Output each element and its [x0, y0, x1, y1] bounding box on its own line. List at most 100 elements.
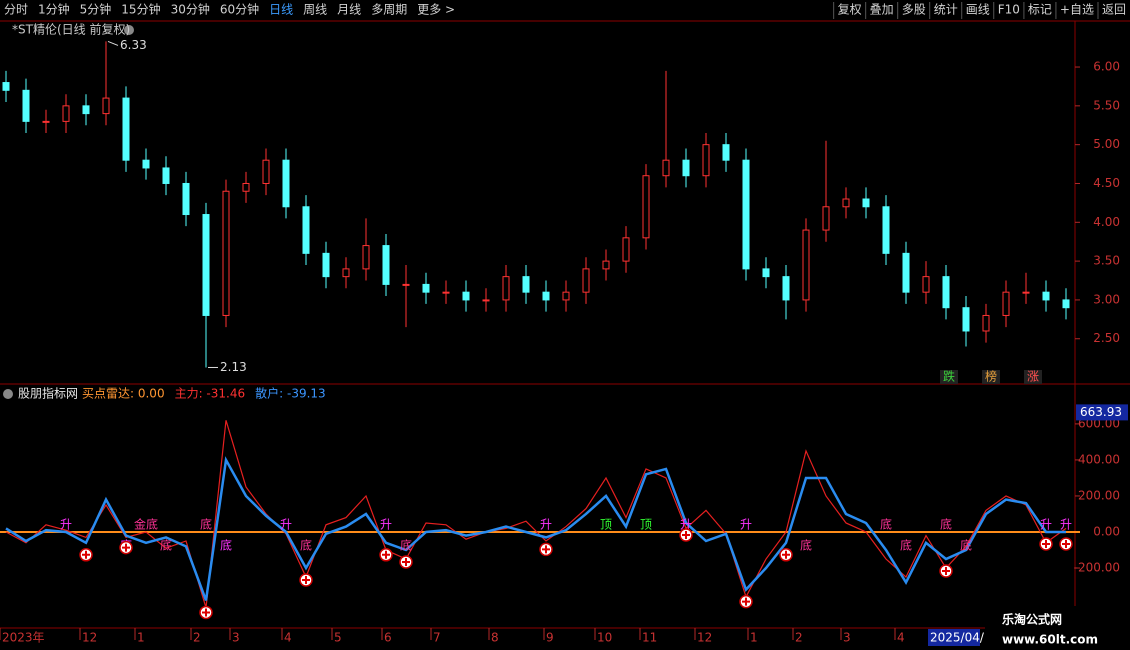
toolbar-button[interactable]: +自选	[1060, 3, 1094, 17]
candle-body	[642, 175, 650, 239]
candle-body	[482, 299, 490, 302]
y-tick-label: 0.00	[1093, 524, 1120, 538]
toolbar-tab[interactable]: 月线	[337, 3, 361, 17]
candle-body	[282, 159, 290, 208]
buy-point-cross	[942, 567, 950, 576]
y-tick-label: 2.50	[1093, 331, 1120, 345]
y-tick-label: 3.00	[1093, 292, 1120, 306]
y-tick-label: 4.50	[1093, 176, 1120, 190]
signal-label: 升	[680, 518, 692, 532]
signal-label: 底	[800, 538, 812, 553]
signal-label: 金底	[134, 517, 158, 532]
dropdown-icon[interactable]	[124, 25, 134, 35]
candle-body	[462, 291, 470, 301]
candle-body	[442, 291, 450, 294]
toolbar-button[interactable]: 多股	[902, 3, 926, 17]
toolbar-tab[interactable]: 15分钟	[121, 2, 160, 17]
readout: 主力: -31.46	[175, 387, 246, 401]
candle-body	[502, 276, 510, 301]
candle-body	[662, 159, 670, 177]
signal-label: 底	[300, 538, 312, 553]
y-tick-label: 400.00	[1078, 452, 1120, 466]
candle-body	[762, 268, 770, 278]
toolbar-button[interactable]: 复权	[838, 3, 862, 17]
badge[interactable]: 榜	[985, 369, 997, 384]
signal-label: 底	[940, 517, 952, 532]
x-tick-label: 5	[334, 631, 342, 645]
x-tick-label: 7	[433, 631, 441, 645]
x-tick-label: 6	[384, 631, 392, 645]
candle-body	[202, 214, 210, 316]
candle-body	[102, 97, 110, 115]
candle-body	[1042, 291, 1050, 301]
toolbar-button[interactable]: F10	[998, 3, 1020, 17]
cursor-value: 663.93	[1080, 405, 1122, 419]
badge-box[interactable]	[940, 370, 958, 384]
x-tick-label: 4	[284, 631, 292, 645]
candle-body	[222, 190, 230, 316]
toolbar-tab[interactable]: 周线	[303, 3, 327, 17]
signal-label: 升	[1060, 518, 1072, 532]
candle-body	[562, 291, 570, 301]
candle-body	[182, 182, 190, 216]
candle-body	[942, 276, 950, 309]
x-tick-label: 2	[795, 631, 803, 645]
buy-point-cross	[682, 530, 690, 539]
signal-label: 底	[220, 538, 232, 553]
max-arrow	[107, 40, 119, 46]
candle-body	[1002, 291, 1010, 316]
toolbar-button[interactable]: 画线	[966, 3, 990, 17]
candle-body	[582, 268, 590, 293]
buy-point-cross	[782, 550, 790, 559]
toolbar-tab[interactable]: 30分钟	[171, 2, 210, 17]
candle-body	[982, 314, 990, 332]
cursor-value-box	[1076, 404, 1128, 421]
candle-body	[542, 291, 550, 301]
badge[interactable]: 跌	[943, 369, 955, 384]
y-tick-label: 6.00	[1093, 60, 1120, 74]
signal-label: 底	[880, 517, 892, 532]
toolbar-button[interactable]: 统计	[934, 3, 958, 17]
candle-body	[882, 206, 890, 254]
candle-body	[142, 159, 150, 169]
collapse-icon[interactable]	[3, 389, 13, 399]
toolbar-tab[interactable]: 60分钟	[220, 2, 259, 17]
candle-body	[62, 105, 70, 122]
candle-body	[902, 252, 910, 293]
candle-body	[962, 307, 970, 332]
signal-label: 升	[280, 518, 292, 532]
y-tick-label: 5.00	[1093, 137, 1120, 151]
badge[interactable]: 涨	[1027, 369, 1039, 384]
toolbar-button[interactable]: 叠加	[870, 3, 894, 17]
signal-label: 升	[540, 518, 552, 532]
buy-point-cross	[302, 576, 310, 585]
badge-box[interactable]	[982, 370, 1000, 384]
toolbar-tab[interactable]: 分时	[4, 3, 28, 17]
candle-body	[422, 283, 430, 293]
buy-point-cross	[1042, 539, 1050, 548]
x-tick-label: 4	[897, 631, 905, 645]
toolbar-button[interactable]: 返回	[1102, 3, 1126, 17]
buy-point-cross	[542, 545, 550, 554]
y-tick-label: 3.50	[1093, 254, 1120, 268]
toolbar-button[interactable]: 标记	[1028, 3, 1052, 17]
signal-label: 底	[960, 538, 972, 553]
toolbar-tab[interactable]: 多周期	[371, 3, 407, 17]
signal-label: 顶	[640, 518, 652, 532]
candle-body	[162, 167, 170, 184]
candle-body	[82, 105, 90, 115]
candle-body	[522, 276, 530, 293]
candle-body	[602, 260, 610, 270]
toolbar-tab[interactable]: 1分钟	[38, 2, 70, 17]
candle-body	[402, 283, 410, 286]
toolbar-tab[interactable]: 日线	[269, 3, 293, 17]
badge-box[interactable]	[1024, 370, 1042, 384]
toolbar-tab[interactable]: 更多 >	[417, 3, 455, 17]
candle-body	[702, 144, 710, 177]
toolbar-tab[interactable]: 5分钟	[80, 2, 112, 17]
signal-label: 底	[200, 517, 212, 532]
candle-body	[362, 245, 370, 270]
indicator-title: 股朋指标网	[18, 386, 78, 401]
